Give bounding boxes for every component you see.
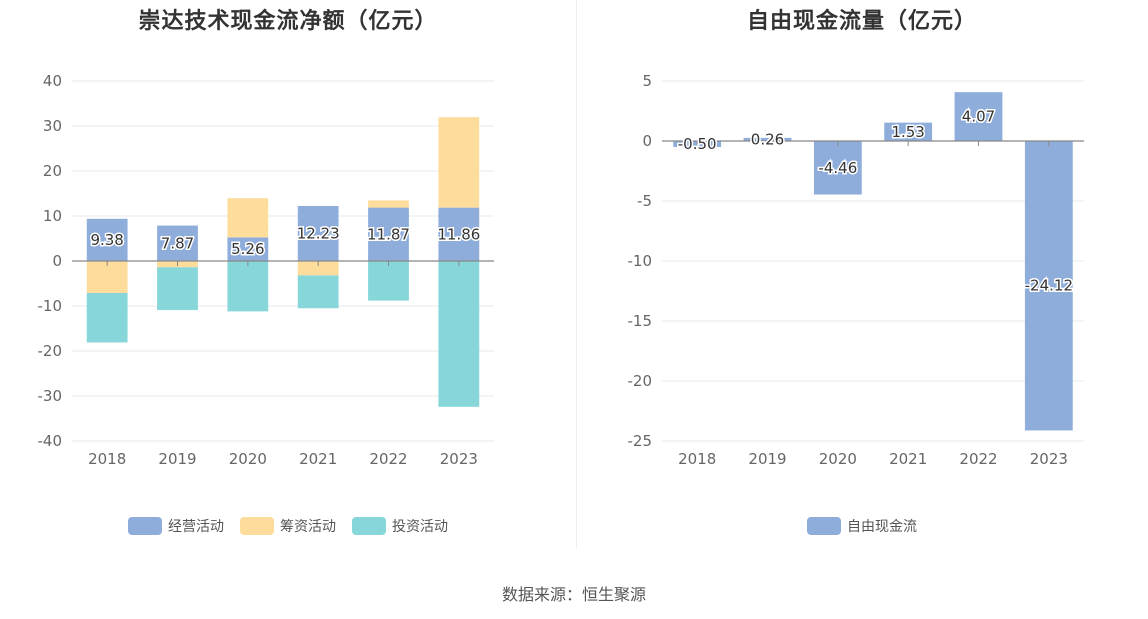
y-tick-label: -10 [38,297,63,315]
legend-label: 投资活动 [392,519,448,535]
panel-divider [576,0,577,548]
data-label: 0.26 [751,130,784,148]
data-label: -0.50 [678,135,717,153]
bar [297,205,339,261]
bar [438,117,480,208]
y-tick-label: 30 [43,117,62,135]
legend-item[interactable]: 自由现金流 [807,516,917,536]
y-tick-label: 0 [52,252,62,270]
bar [297,275,339,309]
chart-legend: 自由现金流 [576,516,1148,539]
bar [1024,141,1073,431]
data-label: -24.12 [1025,277,1073,295]
bar [438,207,480,261]
cash-flow-chart-panel: 崇达技术现金流净额（亿元） 40 30 20 10 0 -10 -20 -30 -40 2018 2… [0,0,576,560]
x-tick-label: 2018 [678,450,716,468]
bar [743,137,792,141]
legend-label: 筹资活动 [280,519,336,535]
y-tick-label: -5 [637,192,652,210]
legend-swatch [128,517,162,535]
bar [438,261,480,407]
y-tick-label: 20 [43,162,62,180]
data-label: 4.07 [962,108,995,126]
y-tick-label: -15 [628,312,653,330]
bar [227,261,269,312]
bar [157,267,198,311]
data-label: 11.87 [367,225,410,243]
data-label: 9.38 [90,231,123,249]
data-label: 7.87 [161,234,194,252]
data-label: -4.46 [818,159,857,177]
x-tick-label: 2023 [1030,450,1068,468]
legend-label: 自由现金流 [847,519,917,535]
data-label: 11.86 [437,225,480,243]
bar [86,218,128,261]
cash-flow-chart: 40 30 20 10 0 -10 -20 -30 -40 2018 2019 2020 2021 202… [38,72,494,468]
chart-title: 崇达技术现金流净额（亿元） [138,9,438,34]
y-tick-label: 40 [43,72,62,90]
legend-label: 经营活动 [168,519,224,535]
bar [227,237,269,261]
free-cash-flow-chart: 5 0 -5 -10 -15 -20 -25 2018 2019 2020 2021 2022 2023… [628,72,1084,468]
bar [368,261,409,301]
legend-swatch [807,517,841,535]
x-tick-label: 2022 [369,450,407,468]
chart-title: 自由现金流量（亿元） [746,9,977,34]
y-tick-label: -40 [38,432,63,450]
y-tick-label: -25 [628,432,653,450]
bar [86,261,128,293]
x-tick-label: 2021 [299,450,337,468]
y-tick-label: 10 [43,207,62,225]
legend-item[interactable]: 投资活动 [352,516,448,536]
bar [884,122,933,141]
legend-swatch [352,517,386,535]
bar [227,198,269,238]
y-tick-label: -20 [38,342,63,360]
y-tick-label: -20 [628,372,653,390]
legend-item[interactable]: 经营活动 [128,516,224,536]
x-tick-label: 2022 [959,450,997,468]
y-tick-label: 0 [642,132,652,150]
bar [297,261,339,276]
legend-swatch [240,517,274,535]
bar [954,92,1003,141]
x-tick-label: 2018 [88,450,126,468]
bar [86,292,128,343]
x-tick-label: 2023 [440,450,478,468]
legend-item[interactable]: 筹资活动 [240,516,336,536]
x-tick-label: 2021 [889,450,927,468]
y-tick-label: -10 [628,252,653,270]
bar [368,207,409,261]
bar [157,225,198,261]
y-tick-label: -30 [38,387,63,405]
bar [368,200,409,208]
data-label: 1.53 [891,123,924,141]
bar [813,141,862,195]
data-source: 数据来源：恒生聚源 [501,585,646,604]
chart-legend: 经营活动 筹资活动 投资活动 [0,516,576,539]
x-tick-label: 2020 [229,450,267,468]
x-tick-label: 2019 [158,450,196,468]
x-tick-label: 2020 [819,450,857,468]
data-label: 12.23 [297,224,340,242]
x-tick-label: 2019 [748,450,786,468]
y-tick-label: 5 [642,72,652,90]
free-cash-flow-chart-panel: 自由现金流量（亿元） 5 0 -5 -10 -15 -20 -25 2018 2019 2020 2… [576,0,1148,560]
data-label: 5.26 [231,240,264,258]
